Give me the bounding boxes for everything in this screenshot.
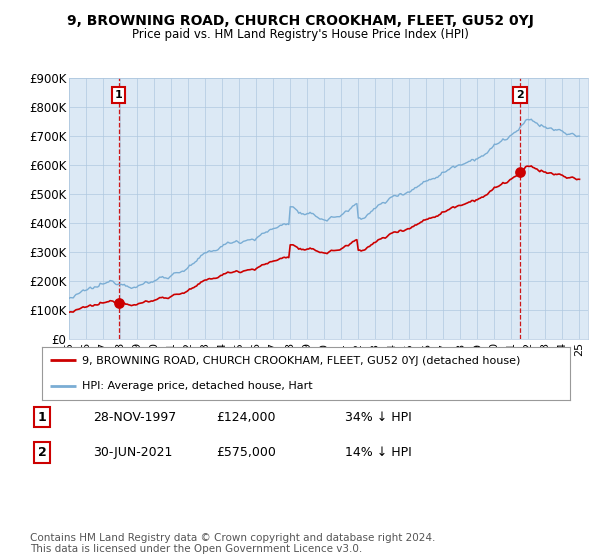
Text: 9, BROWNING ROAD, CHURCH CROOKHAM, FLEET, GU52 0YJ: 9, BROWNING ROAD, CHURCH CROOKHAM, FLEET… xyxy=(67,14,533,28)
Text: 14% ↓ HPI: 14% ↓ HPI xyxy=(345,446,412,459)
Point xyxy=(515,168,525,177)
Text: HPI: Average price, detached house, Hart: HPI: Average price, detached house, Hart xyxy=(82,380,312,390)
Point xyxy=(114,298,124,307)
Text: 9, BROWNING ROAD, CHURCH CROOKHAM, FLEET, GU52 0YJ (detached house): 9, BROWNING ROAD, CHURCH CROOKHAM, FLEET… xyxy=(82,356,520,366)
Text: Price paid vs. HM Land Registry's House Price Index (HPI): Price paid vs. HM Land Registry's House … xyxy=(131,28,469,41)
Text: 34% ↓ HPI: 34% ↓ HPI xyxy=(345,410,412,424)
Text: 1: 1 xyxy=(38,410,46,424)
Text: 2: 2 xyxy=(38,446,46,459)
Text: Contains HM Land Registry data © Crown copyright and database right 2024.
This d: Contains HM Land Registry data © Crown c… xyxy=(30,533,436,554)
Text: £575,000: £575,000 xyxy=(216,446,276,459)
Text: 28-NOV-1997: 28-NOV-1997 xyxy=(93,410,176,424)
Text: 2: 2 xyxy=(516,90,524,100)
Text: 1: 1 xyxy=(115,90,122,100)
Text: 30-JUN-2021: 30-JUN-2021 xyxy=(93,446,172,459)
Text: £124,000: £124,000 xyxy=(216,410,275,424)
